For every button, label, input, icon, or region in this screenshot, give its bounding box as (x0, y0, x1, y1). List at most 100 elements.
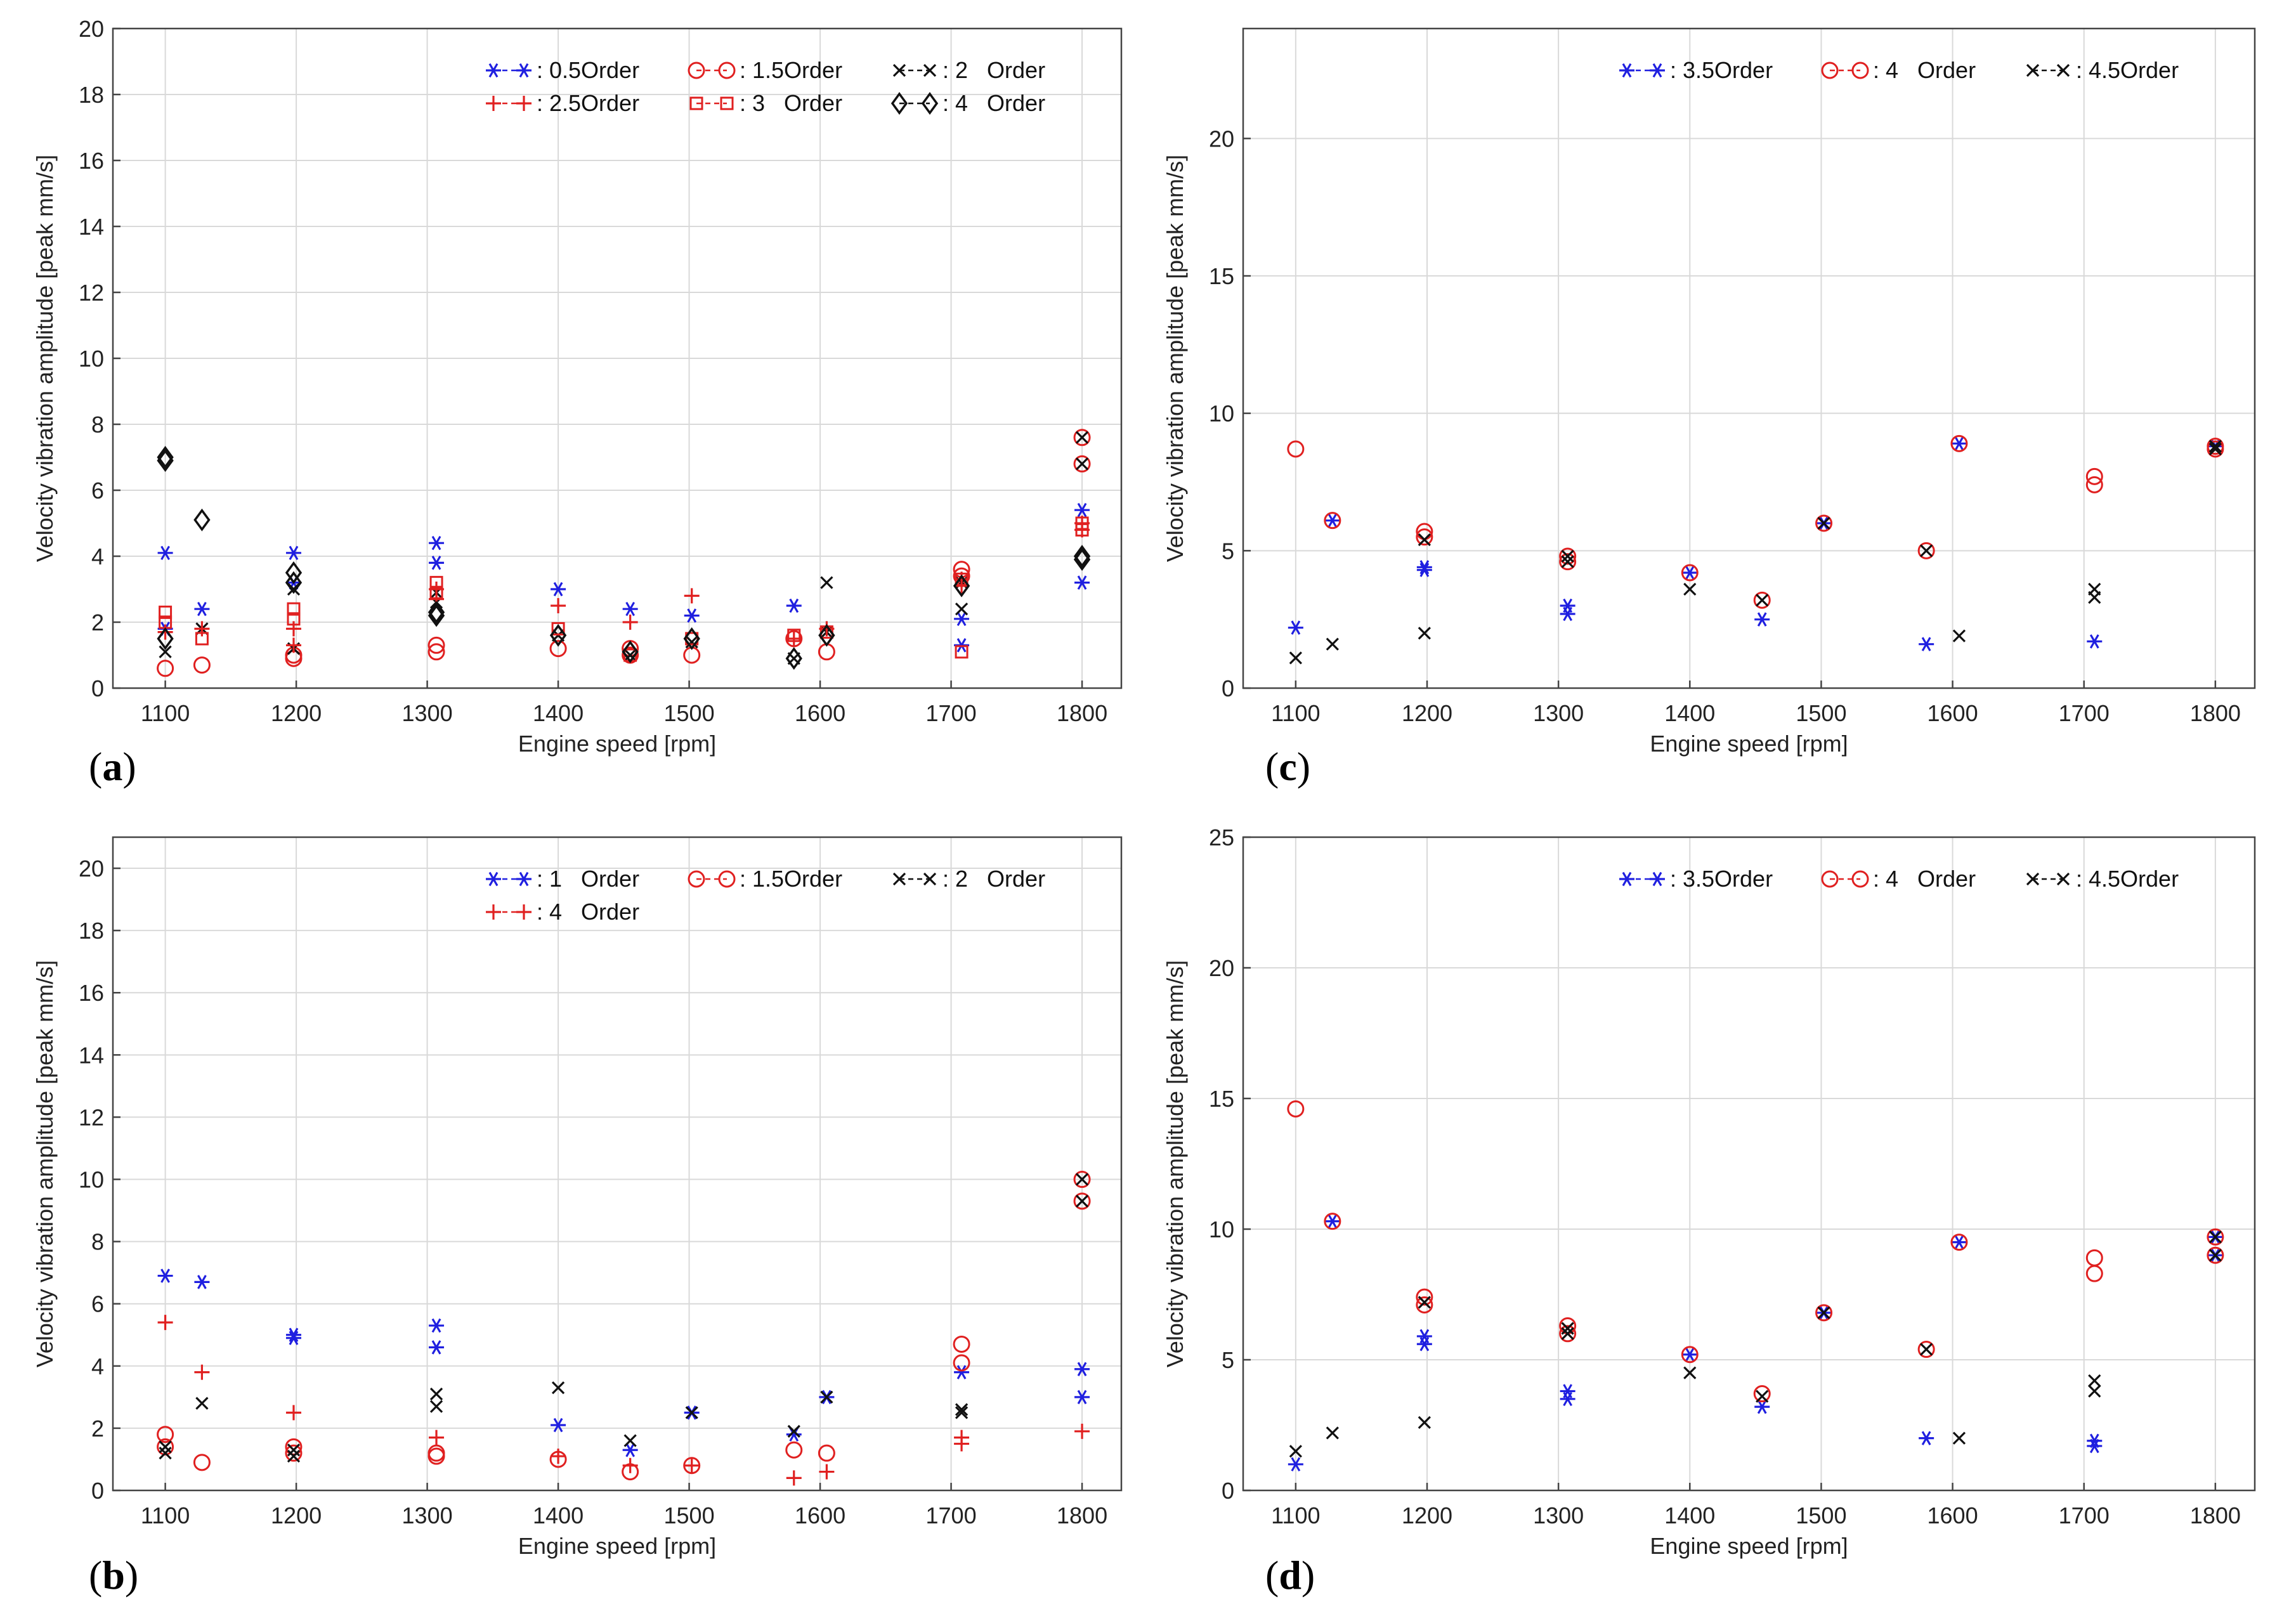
x-tick-label: 1600 (1927, 700, 1978, 726)
series-4: 3 Order (1100, 2.3)3 Order (1100, 2)3 Or… (159, 516, 1089, 662)
series-2: 4.5Order (1100, 1.1) 4.5Order (1128, 1.6)… (1289, 440, 2222, 665)
data-point: 4.5Order (1455, 3.2) (1756, 594, 1769, 607)
legend-entry: : 1 Order (486, 866, 639, 892)
x-tick-label: 1500 (1796, 700, 1846, 726)
data-point: 3.5Order (1580, 2) (1919, 1431, 1934, 1445)
data-point: 2 Order (1100, 1.4) (159, 1440, 172, 1454)
x-tick-label: 1800 (1057, 700, 1107, 726)
legend-entry: : 4 Order (890, 90, 1045, 116)
data-point: 4.5Order (1708, 3.3) (2088, 590, 2101, 604)
data-point: 1 Order (1800, 3.9) (1074, 1362, 1090, 1376)
data-point: 1 Order (1307, 4.6) (429, 1340, 445, 1355)
data-point: 1 Order (1198, 5) (285, 1327, 301, 1342)
data-point: 1.5Order (1307, 1.1) (427, 643, 445, 661)
y-tick-label: 16 (79, 980, 104, 1006)
data-point: 4 Order (1198, 7.4) (1416, 1288, 1433, 1306)
x-tick-label: 1500 (1796, 1502, 1846, 1528)
legend-label: : 1.5Order (740, 57, 842, 83)
x-tick-label: 1500 (664, 700, 715, 726)
plot-area (113, 837, 1121, 1490)
legend-marker (2056, 63, 2070, 77)
x-tick-label: 1700 (926, 1502, 977, 1528)
legend-marker (2026, 872, 2040, 886)
legend-label: : 3.5Order (1670, 57, 1773, 83)
data-point: 2 Order (1455, 1) (623, 648, 637, 662)
grid (113, 837, 1121, 1491)
data-point: 1 Order (1800, 3) (1074, 1390, 1090, 1405)
legend-marker (1650, 63, 1665, 78)
legend-marker (718, 870, 736, 888)
data-point: 3.5Order (1100, 1) (1288, 1457, 1303, 1472)
data-point: 4.5Order (1128, 1.6) (1326, 637, 1339, 651)
legend-marker (516, 904, 532, 920)
data-point: 1 Order (1128, 6.7) (194, 1275, 210, 1289)
data-point: 4 Order (1128, 3.8) (194, 1364, 210, 1380)
data-point: 3.5Order (1400, 5.2) (1682, 1347, 1698, 1362)
data-point: 2 Order (1307, 2.7) (429, 1400, 443, 1413)
data-point: 4 Order (1455, 3.7) (1753, 1385, 1771, 1403)
data-point: 4 Order (1400, 4.2) (1681, 564, 1699, 582)
panel-letter: (d) (1265, 1553, 1315, 1598)
legend-marker (486, 904, 501, 920)
data-point: 4 Order (1198, 5.5) (1416, 528, 1433, 546)
data-point: 4.5Order (1800, 8.8) (2208, 440, 2222, 453)
legend-label: : 4 Order (537, 899, 639, 925)
data-point: 1.5Order (1198, 1.4) (285, 1438, 303, 1456)
data-point: 2 Order (1605, 3.2) (820, 576, 833, 589)
data-point: 2 Order (1800, 9.3) (1075, 1194, 1089, 1208)
legend-entry: : 3.5Order (1619, 57, 1773, 83)
data-point: 1.5Order (1708, 4.1) (953, 1354, 970, 1372)
legend-entry: : 4 Order (486, 899, 639, 925)
data-point: 4 Order (1455, 1.1) (622, 640, 639, 663)
data-point: 4.5Order (1502, 6) (1817, 516, 1830, 530)
legend-marker (720, 96, 734, 110)
data-point: 4 Order (1128, 10.3) (1324, 1213, 1341, 1230)
x-tick-label: 1800 (2190, 700, 2241, 726)
data-point: 3 Order (1307, 2.9) (429, 585, 443, 599)
data-point: 2 Order (1580, 1.9) (787, 1424, 800, 1438)
data-point: 1.5Order (1605, 1.2) (818, 1444, 835, 1462)
series-5: 4 Order (1100, 7)4 Order (1100, 6.9) 4 Or… (157, 446, 1091, 670)
data-point: 1.5Order (1580, 1.3) (785, 1441, 803, 1459)
data-point: 4.5Order (1455, 3.6) (1756, 1390, 1769, 1403)
data-point: 4 Order (1605, 9.5) (1950, 1234, 1968, 1251)
data-point: 4 Order (1307, 2.3) (427, 601, 445, 624)
legend-marker (689, 96, 703, 110)
data-point: 4 Order (1605, 8.9) (1950, 434, 1968, 452)
legend-marker (516, 871, 532, 887)
y-tick-label: 6 (91, 1291, 104, 1317)
data-point: 4.5Order (1198, 2) (1418, 627, 1431, 640)
panel-letter: (c) (1265, 744, 1310, 789)
data-point: 1 Order (1400, 2.1) (551, 1417, 566, 1433)
legend-marker (1821, 870, 1839, 888)
data-point: 4 Order (1502, 6) (1815, 514, 1833, 532)
data-point: 2 Order (1400, 3.3) (551, 1381, 565, 1395)
data-point: 4.5Order (1400, 4.5) (1683, 1366, 1697, 1379)
data-point: 1 Order (1100, 6.9) (157, 1268, 173, 1283)
data-point: 4 Order (1400, 5.2) (1681, 1346, 1699, 1364)
data-point: 3.5Order (1708, 1.7) (2087, 634, 2103, 649)
y-axis-label: Velocity vibration amplitude [peak mm/s] (32, 155, 58, 562)
legend-entry: : 1.5Order (688, 866, 842, 892)
legend-label: : 4.5Order (2076, 57, 2179, 83)
legend-marker (1851, 870, 1869, 888)
data-point: 1.5Order (1100, 1.8) (157, 1426, 174, 1443)
data-point: 1.5Order (1800, 9.3) (1073, 1192, 1091, 1210)
data-point: 3.5Order (1198, 5.6) (1416, 1337, 1432, 1352)
data-point: 2 Order (1307, 3.1) (429, 1387, 443, 1401)
y-tick-label: 15 (1209, 1086, 1234, 1112)
data-point: 4.5Order (1100, 1.5) (1289, 1445, 1302, 1458)
panel-letter: (a) (89, 744, 136, 789)
y-tick-label: 4 (91, 1353, 104, 1379)
data-point: 1.5Order (1128, 0.7) (193, 656, 211, 674)
grid (1243, 837, 2255, 1491)
data-point: 2.5Order (1198, 1.3) (285, 637, 301, 653)
data-point: 4 Order (1800, 4) (1073, 545, 1091, 568)
legend-marker (923, 872, 937, 886)
y-tick-label: 0 (91, 1478, 104, 1504)
data-point: 4 Order (1502, 1.5) (683, 627, 700, 650)
data-point: 4 Order (1580, 5.4) (1917, 1341, 1935, 1359)
data-point: 1 Order (1307, 5.3) (429, 1318, 445, 1333)
data-point: 1.5Order (1307, 1.1) (427, 1447, 445, 1465)
chart-panel-b: 1100 1200 1300 1400 1500 1600 1700 1800 0 2 4 6 8 10 1… (32, 836, 1123, 1598)
